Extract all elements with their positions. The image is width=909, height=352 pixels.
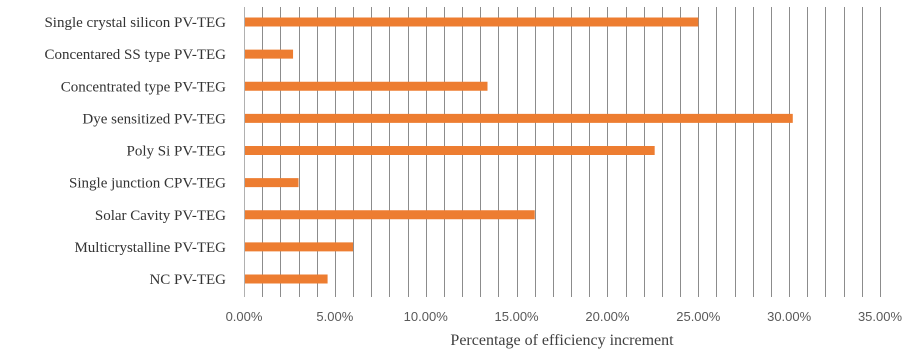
x-tick-label: 10.00% [404,309,449,324]
x-axis-title: Percentage of efficiency increment [450,332,674,349]
x-tick-label: 5.00% [316,309,353,324]
bar [245,113,793,123]
bar [245,81,488,91]
bars [245,17,793,284]
bar [245,146,655,155]
x-tick-label: 30.00% [767,309,812,324]
bar [245,242,354,252]
category-label: Multicrystalline PV-TEG [74,240,226,256]
category-label: Single junction CPV-TEG [69,176,226,192]
category-label: Dye sensitized PV-TEG [82,111,226,127]
bar [245,49,294,59]
category-label: NC PV-TEG [149,272,226,288]
bar [245,17,699,27]
category-label: Concentared SS type PV-TEG [44,47,226,63]
category-label: Solar Cavity PV-TEG [95,208,226,224]
x-tick-labels: 0.00% 5.00% 10.00% 15.00% 20.00% 25.00% 30.00%… [226,309,903,324]
category-label: Concentrated type PV-TEG [61,79,226,95]
x-tick-label: 0.00% [226,309,263,324]
category-labels: Single crystal silicon PV-TEG Concentared… [44,15,226,288]
x-tick-label: 35.00% [858,309,903,324]
x-tick-label: 20.00% [585,309,630,324]
x-tick-label: 15.00% [495,309,540,324]
x-tick-label: 25.00% [676,309,721,324]
bar [245,178,299,188]
bar [245,274,328,284]
category-label: Single crystal silicon PV-TEG [44,15,226,31]
bar [245,210,535,220]
category-label: Poly Si PV-TEG [127,144,227,160]
